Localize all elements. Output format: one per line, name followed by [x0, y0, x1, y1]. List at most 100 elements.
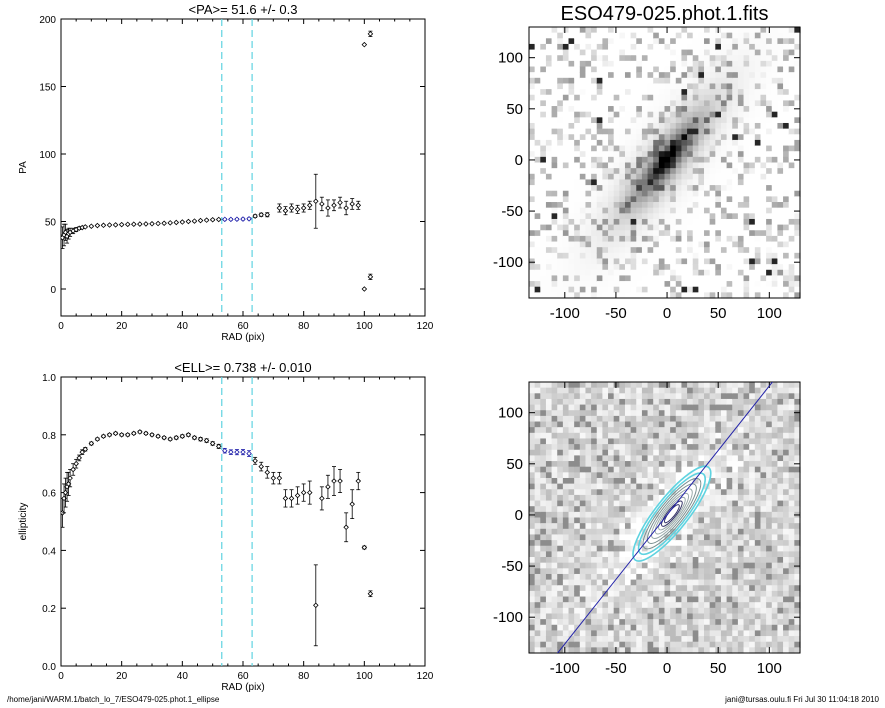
image-pixel — [670, 286, 677, 293]
image-pixel — [754, 49, 762, 56]
image-pixel — [596, 241, 603, 248]
image-pixel — [726, 139, 733, 147]
image-pixel — [641, 511, 649, 519]
data-point — [209, 216, 216, 223]
image-pixel — [681, 613, 688, 620]
image-pixel — [715, 602, 722, 609]
image-pixel — [743, 286, 750, 293]
image-pixel — [591, 472, 598, 479]
image-pixel — [647, 213, 654, 220]
image-pixel — [591, 517, 598, 524]
image-pixel — [704, 264, 711, 271]
image-pixel — [636, 60, 643, 68]
image-pixel — [692, 607, 699, 615]
image-pixel — [585, 596, 592, 603]
image-pixel — [754, 579, 762, 586]
image-pixel — [664, 122, 671, 130]
image-pixel — [687, 224, 694, 231]
image-pixel — [641, 573, 649, 581]
image-pixel — [630, 647, 637, 654]
image-pixel — [534, 32, 541, 39]
image-pixel — [681, 269, 688, 277]
image-pixel — [704, 252, 711, 260]
image-pixel — [675, 596, 683, 603]
image-pixel — [737, 156, 745, 164]
image-pixel — [704, 607, 711, 615]
data-point — [331, 478, 337, 484]
image-pixel — [664, 398, 671, 406]
image-pixel — [737, 111, 745, 118]
image-pixel — [664, 55, 671, 62]
image-pixel — [534, 179, 541, 186]
image-pixel — [715, 241, 722, 248]
image-pixel — [692, 449, 699, 456]
image-pixel — [760, 500, 767, 507]
image-pixel — [720, 455, 728, 462]
image-pixel — [636, 286, 643, 293]
image-pixel — [664, 27, 671, 34]
image-pixel — [540, 472, 547, 479]
image-pixel — [704, 630, 711, 637]
data-point — [106, 222, 113, 228]
image-pixel — [692, 421, 699, 428]
image-pixel — [709, 241, 716, 248]
image-pixel — [630, 624, 637, 632]
image-pixel — [732, 382, 739, 389]
image-pixel — [624, 641, 632, 648]
image-pixel — [630, 466, 637, 473]
image-pixel — [766, 398, 773, 406]
image-pixel — [534, 540, 541, 547]
image-pixel — [562, 196, 570, 203]
image-pixel — [760, 585, 767, 592]
image-pixel — [602, 523, 609, 530]
image-pixel — [630, 218, 637, 226]
image-pixel — [540, 111, 547, 118]
image-pixel — [681, 202, 688, 209]
image-pixel — [630, 83, 637, 90]
image-pixel — [636, 494, 643, 502]
image-pixel — [534, 111, 541, 118]
image-pixel — [760, 596, 767, 603]
image-pixel — [709, 55, 716, 62]
image-pixel — [608, 281, 615, 288]
image-pixel — [574, 275, 581, 282]
image-pixel — [771, 66, 779, 73]
image-pixel — [698, 235, 705, 243]
image-pixel — [591, 55, 598, 62]
image-pixel — [557, 432, 564, 440]
image-pixel — [551, 32, 558, 39]
image-pixel — [545, 551, 553, 558]
image-pixel — [658, 393, 666, 400]
image-pixel — [624, 117, 632, 124]
image-pixel — [737, 213, 745, 220]
image-pixel — [641, 241, 649, 248]
image-pixel — [641, 145, 649, 152]
image-pixel — [709, 145, 716, 152]
image-pixel — [675, 585, 683, 592]
image-pixel — [720, 252, 728, 260]
image-pixel — [641, 517, 649, 524]
chart-pa: <PA>= 51.6 +/- 0.30 20 40 60 80 100 1200501001… — [18, 2, 434, 343]
image-pixel — [658, 38, 666, 45]
image-pixel — [529, 94, 536, 101]
image-pixel — [749, 94, 756, 101]
x-axis-label: RAD (pix) — [221, 332, 264, 343]
image-pixel — [720, 60, 728, 68]
image-pixel — [574, 83, 581, 90]
image-pixel — [568, 528, 575, 536]
image-pixel — [658, 466, 666, 473]
image-pixel — [658, 89, 666, 96]
image-pixel — [737, 60, 745, 68]
image-pixel — [704, 585, 711, 592]
image-pixel — [675, 568, 683, 575]
image-pixel — [613, 438, 620, 445]
image-pixel — [670, 190, 677, 197]
image-pixel — [591, 534, 598, 541]
image-pixel — [636, 94, 643, 101]
image-pixel — [760, 117, 767, 124]
image-pixel — [766, 55, 773, 62]
image-pixel — [562, 382, 570, 389]
image-pixel — [783, 258, 790, 265]
